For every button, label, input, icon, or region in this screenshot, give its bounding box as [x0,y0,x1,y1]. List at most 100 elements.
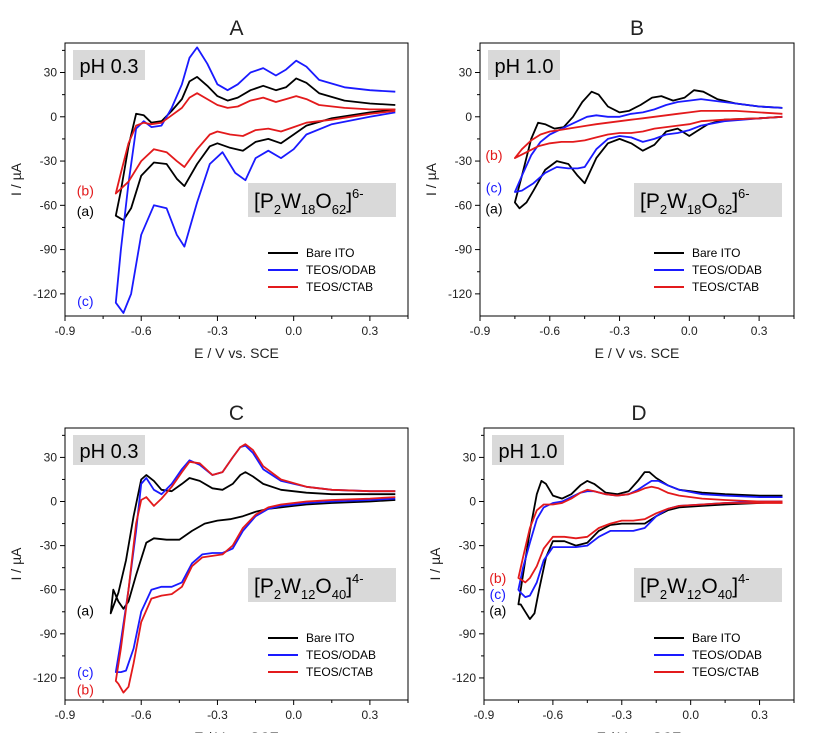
curve-label: (b) [485,147,502,163]
y-tick-label: -30 [40,539,58,553]
x-tick-label: 0.3 [362,708,379,722]
legend-label-bare: Bare ITO [306,246,354,260]
formula-n1: 2 [274,587,281,602]
ph-tag: pH 0.3 [80,441,139,463]
formula-close: ] [346,575,352,598]
x-tick-label: 0.0 [285,708,302,722]
legend-label-ctab: TEOS/CTAB [692,665,759,679]
x-tick-label: -0.6 [131,708,152,722]
formula-n1: 2 [274,202,281,217]
curve-label: (b) [77,682,94,698]
legend-label-ctab: TEOS/CTAB [306,280,373,294]
series-line-bare [517,471,783,620]
x-tick-label: -0.9 [474,708,495,722]
x-tick-label: 0.3 [362,324,379,338]
formula-o: O [701,575,717,598]
x-tick-label: -0.3 [207,324,228,338]
y-tick-label: 30 [459,66,473,80]
curve-label: (a) [485,200,502,216]
formula-n2: 18 [687,202,701,217]
formula-box [634,568,782,602]
ph-tag-box [73,50,145,80]
formula-box [634,183,782,217]
curve-label: (c) [490,586,506,602]
x-tick-label: -0.3 [207,708,228,722]
y-tick-label: -60 [455,198,473,212]
legend-label-bare: Bare ITO [306,631,354,645]
curve-label: (a) [489,602,506,618]
formula-charge: 4- [352,571,364,586]
x-axis-title: E / V vs. SCE [597,729,682,733]
ph-tag-box [488,50,560,80]
x-tick-label: 0.0 [285,324,302,338]
y-tick-label: 0 [465,110,472,124]
x-axis-title: E / V vs. SCE [194,729,279,733]
formula-charge: 6- [738,186,750,201]
curve-label: (b) [77,183,94,199]
y-tick-label: -90 [40,627,58,641]
legend-label-odab: TEOS/ODAB [692,648,762,662]
ph-tag-box [492,435,564,465]
y-axis-title: I / µA [427,547,443,581]
x-tick-label: -0.9 [470,324,491,338]
formula-box [248,183,396,217]
curve-label: (a) [77,203,94,219]
formula-charge: 6- [352,186,364,201]
formula-o: O [701,190,717,213]
y-tick-label: -60 [40,198,58,212]
series-line-ctab [114,443,396,694]
formula-charge: 4- [738,571,750,586]
x-tick-label: 0.3 [751,324,768,338]
panel-a: A -0.9 -0.6 -0.3 0.0 0.3 30 0 -30 -60 -90 -120 E / V… [8,17,409,361]
series-line-ctab [114,92,396,195]
plot-frame [64,42,409,317]
curve-label: (c) [77,293,93,309]
y-tick-label: -120 [33,671,57,685]
x-tick-label: -0.6 [539,324,560,338]
legend-label-bare: Bare ITO [692,631,740,645]
y-axis-title: I / µA [8,547,24,581]
series-line-odab [517,480,783,598]
plot-frame [483,427,795,701]
legend-label-ctab: TEOS/CTAB [692,280,759,294]
x-tick-label: -0.3 [609,324,630,338]
formula-open: [P [640,190,660,213]
legend-label-odab: TEOS/ODAB [692,263,762,277]
formula-w: W [667,575,687,598]
formula-n2: 12 [301,587,315,602]
polyoxometalate-formula: [P2W18O62]6- [254,186,364,217]
series-line-ctab [514,110,783,159]
x-tick-label: 0.0 [681,324,698,338]
x-tick-label: 0.3 [751,708,768,722]
y-tick-label: 0 [469,495,476,509]
formula-n2: 18 [301,202,315,217]
polyoxometalate-formula: [P2W12O40]4- [640,571,750,602]
ph-tag-box [73,435,145,465]
formula-w: W [281,190,301,213]
panel-b: B -0.9 -0.6 -0.3 0.0 0.3 30 0 -30 -60 -90 -120 E / V… [423,17,795,361]
y-tick-label: 0 [50,110,57,124]
curve-label: (c) [77,664,93,680]
y-tick-label: -120 [33,287,57,301]
formula-close: ] [346,190,352,213]
formula-n1: 2 [660,587,667,602]
formula-open: [P [254,575,274,598]
y-axis-title: I / µA [8,162,24,196]
panel-letter: A [229,17,243,40]
formula-close: ] [732,575,738,598]
formula-o: O [315,575,331,598]
polyoxometalate-formula: [P2W18O62]6- [640,186,750,217]
y-tick-label: 0 [50,495,57,509]
formula-n3: 40 [332,587,346,602]
y-tick-label: 30 [463,450,477,464]
series-line-bare [109,471,396,615]
y-tick-label: -30 [40,154,58,168]
series-line-odab [514,98,783,193]
series-line-ctab [517,485,783,584]
formula-w: W [281,575,301,598]
formula-w: W [667,190,687,213]
plot-frame [479,42,795,317]
formula-box [248,568,396,602]
curve-label: (c) [486,180,502,196]
